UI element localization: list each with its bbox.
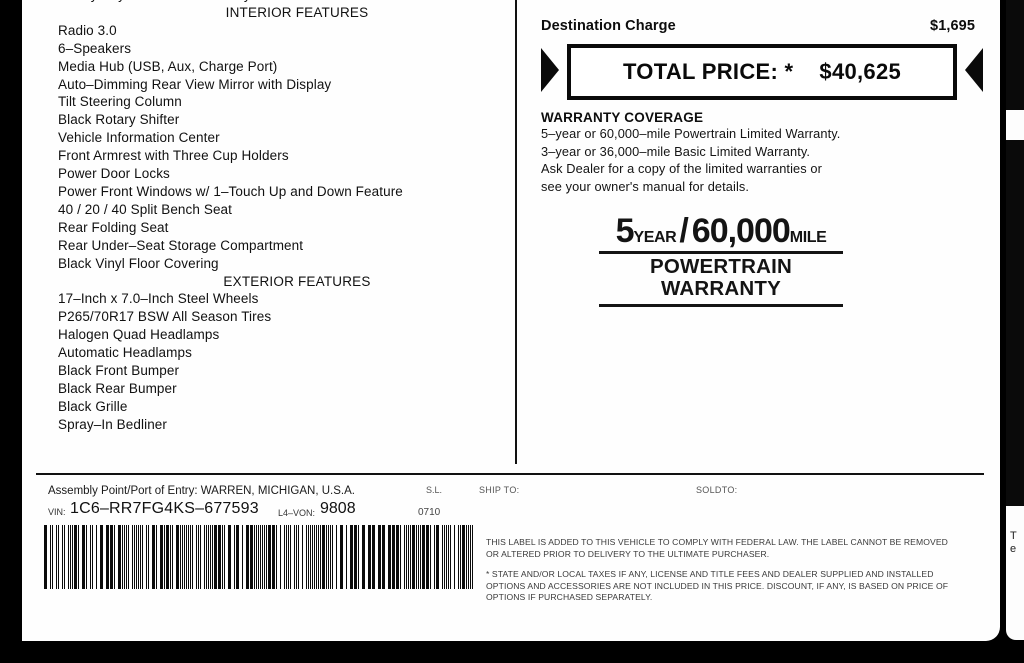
warranty-line: see your owner's manual for details.: [541, 179, 750, 195]
badge-rule-top: [599, 250, 843, 254]
legal-paragraph-2: * STATE AND/OR LOCAL TAXES IF ANY, LICEN…: [486, 569, 949, 602]
von-value: 9808: [320, 500, 356, 517]
adjacent-page: T e: [1006, 0, 1024, 640]
pricing-column: Flex Fuel Vehicle Destination Charge $1,…: [541, 0, 983, 307]
feature-item: Media Hub (USB, Aux, Charge Port): [58, 58, 278, 74]
adjacent-clipped-text: T: [1010, 530, 1017, 542]
sold-to-label: SOLDTO:: [696, 485, 738, 495]
ship-to-label: SHIP TO:: [479, 485, 520, 495]
feature-item: Halogen Quad Headlamps: [58, 327, 220, 343]
badge-years-unit: YEAR: [633, 228, 677, 246]
destination-charge-row: Destination Charge $1,695: [541, 18, 981, 34]
feature-item: Rear Folding Seat: [58, 219, 169, 235]
sl-label: S.L.: [426, 485, 443, 495]
von-label: L4–VON:: [278, 508, 316, 518]
badge-miles-unit: MILE: [789, 228, 827, 246]
left-arrow-icon: [541, 48, 559, 92]
powertrain-warranty-badge: 5 YEAR / 60,000 MILE POWERTRAIN WARRANTY: [599, 214, 843, 307]
features-column: Sentry Key® Theft Deterrent System INTER…: [58, 0, 516, 434]
window-sticker-page: Sentry Key® Theft Deterrent System INTER…: [22, 0, 1000, 641]
feature-item: Black Rotary Shifter: [58, 112, 180, 128]
feature-item: Auto–Dimming Rear View Mirror with Displ…: [58, 76, 332, 92]
legal-paragraph-1: THIS LABEL IS ADDED TO THIS VEHICLE TO C…: [486, 537, 948, 559]
feature-item: Vehicle Information Center: [58, 130, 220, 146]
feature-item: Power Door Locks: [58, 166, 170, 182]
feature-item: Black Rear Bumper: [58, 380, 177, 396]
badge-rule-bottom: [599, 303, 843, 307]
badge-bottom-text: POWERTRAIN WARRANTY: [649, 254, 793, 301]
feature-item: Radio 3.0: [58, 22, 117, 38]
adjacent-clipped-text: e: [1010, 543, 1017, 555]
feature-item: 6–Speakers: [58, 40, 132, 56]
feature-item: Black Front Bumper: [58, 363, 180, 379]
adjacent-page-block-body: [1006, 140, 1024, 506]
warranty-line: Ask Dealer for a copy of the limited war…: [541, 161, 822, 177]
feature-item: Power Front Windows w/ 1–Touch Up and Do…: [58, 183, 403, 199]
feature-item: Sentry Key® Theft Deterrent System: [58, 0, 516, 4]
warranty-line: 5–year or 60,000–mile Powertrain Limited…: [541, 126, 841, 141]
footer-divider: [36, 473, 984, 475]
sl-value: 0710: [418, 507, 441, 518]
column-divider: [515, 0, 517, 464]
feature-item: Front Armrest with Three Cup Holders: [58, 148, 289, 164]
feature-item: 40 / 20 / 40 Split Bench Seat: [58, 201, 233, 217]
destination-charge-amount: $1,695: [930, 18, 975, 34]
exterior-features-header: EXTERIOR FEATURES: [223, 273, 371, 289]
warranty-line: 3–year or 36,000–mile Basic Limited Warr…: [541, 143, 811, 159]
feature-item: 17–Inch x 7.0–Inch Steel Wheels: [58, 291, 259, 307]
feature-item: Black Grille: [58, 398, 128, 414]
badge-years: 5: [615, 211, 635, 250]
feature-item: Automatic Headlamps: [58, 345, 192, 361]
legal-disclaimer: THIS LABEL IS ADDED TO THIS VEHICLE TO C…: [486, 537, 956, 604]
destination-charge-label: Destination Charge: [541, 18, 676, 34]
badge-miles: 60,000: [691, 211, 791, 250]
adjacent-page-block-top: [1006, 0, 1024, 110]
interior-features-header: INTERIOR FEATURES: [225, 4, 369, 20]
total-price-label: TOTAL PRICE: *: [622, 59, 794, 84]
right-arrow-icon: [965, 48, 983, 92]
badge-slash: /: [679, 211, 689, 250]
feature-item: P265/70R17 BSW All Season Tires: [58, 309, 272, 325]
powertrain-badge-top-row: 5 YEAR / 60,000 MILE: [599, 214, 843, 248]
vin-label: VIN:: [48, 507, 66, 517]
feature-item: Spray–In Bedliner: [58, 416, 168, 432]
total-price-banner: TOTAL PRICE: * $40,625: [541, 44, 983, 100]
assembly-point: Assembly Point/Port of Entry: WARREN, MI…: [48, 485, 355, 497]
total-price-box: TOTAL PRICE: * $40,625: [567, 44, 957, 100]
vin-value: 1C6–RR7FG4KS–677593: [70, 500, 259, 517]
feature-item: Rear Under–Seat Storage Compartment: [58, 237, 304, 253]
warranty-coverage-title: WARRANTY COVERAGE: [541, 110, 704, 125]
feature-item: Tilt Steering Column: [58, 94, 182, 110]
total-price-amount: $40,625: [819, 59, 902, 84]
feature-item: Black Vinyl Floor Covering: [58, 255, 219, 271]
vin-barcode: [44, 525, 473, 589]
